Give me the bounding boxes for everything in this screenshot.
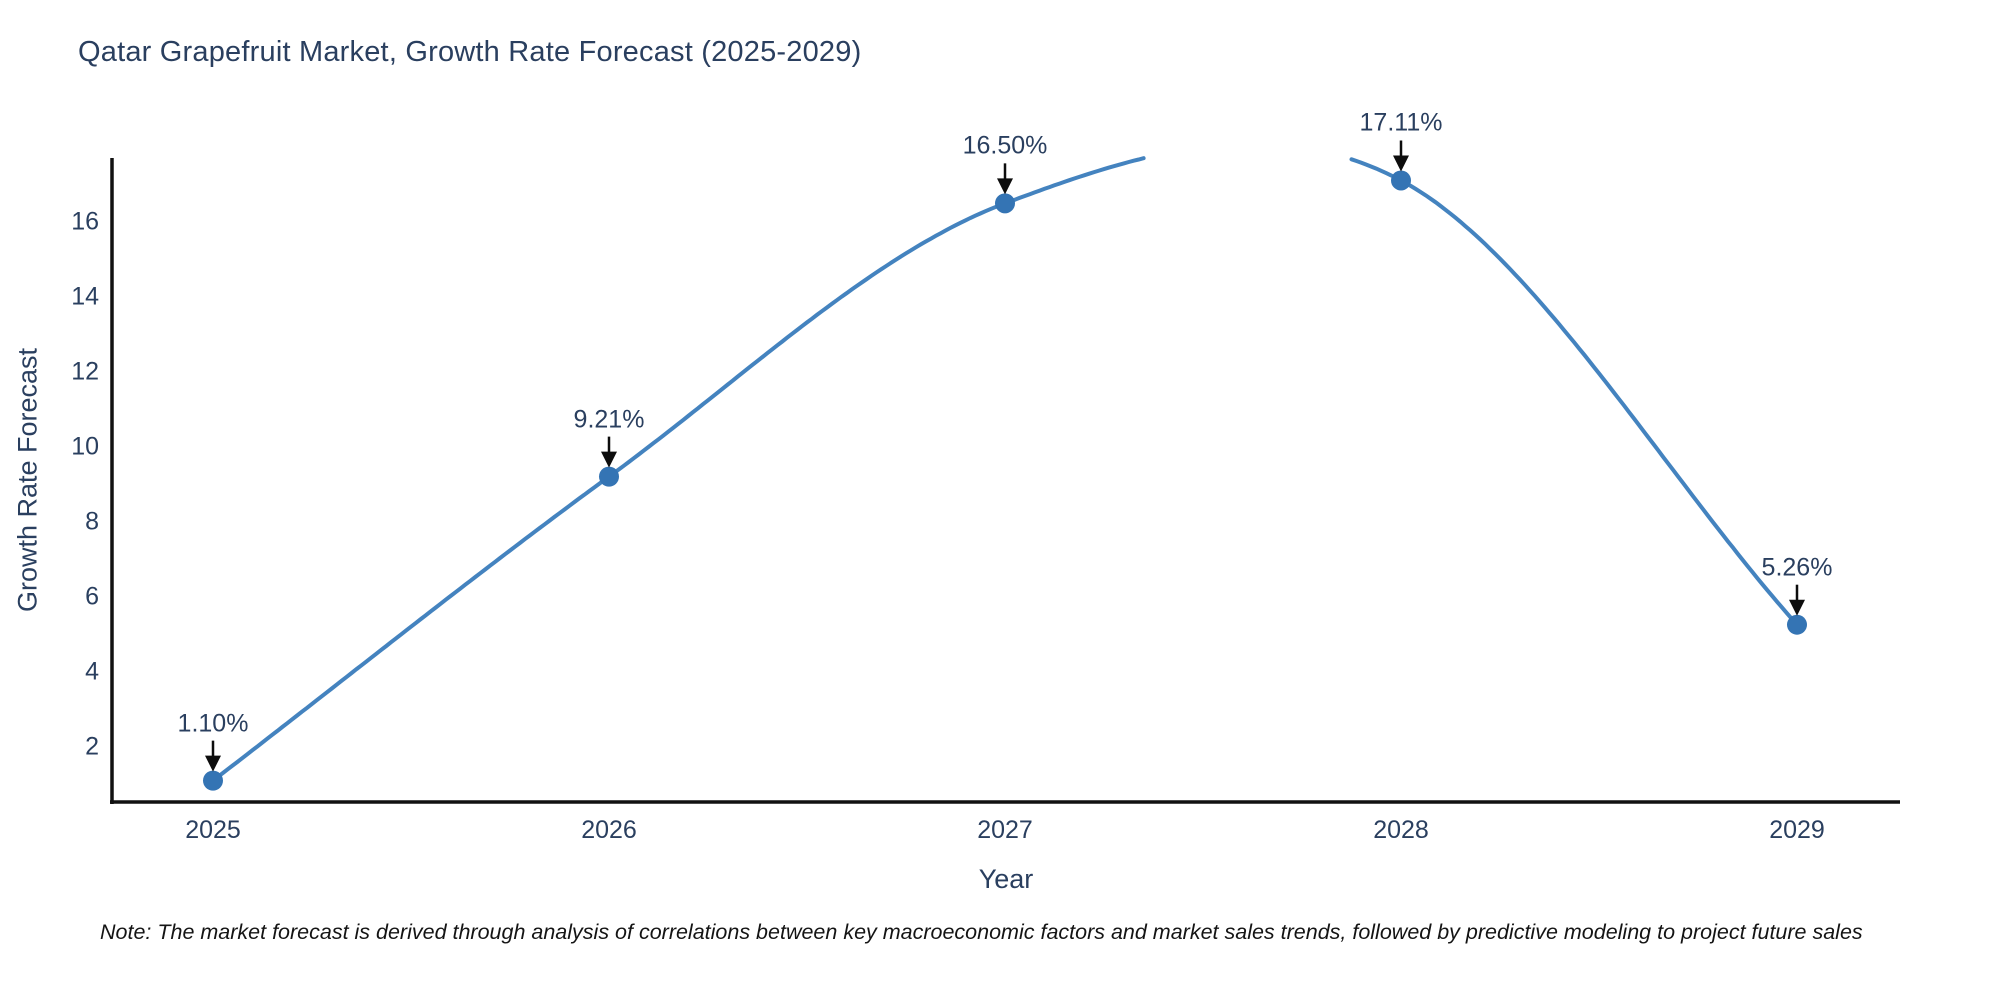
forecast-line: [211, 156, 1799, 783]
point-label-2025: 1.10%: [177, 709, 249, 738]
annotation-arrow-head: [205, 755, 221, 772]
data-point-2025[interactable]: [203, 770, 223, 791]
y-tick-8: 8: [85, 507, 99, 536]
y-tick-12: 12: [71, 357, 99, 386]
data-point-2028[interactable]: [1391, 170, 1411, 191]
footnote: Note: The market forecast is derived thr…: [100, 920, 1863, 944]
y-tick-16: 16: [71, 207, 99, 236]
point-label-2027: 16.50%: [962, 131, 1048, 160]
y-tick-14: 14: [71, 282, 99, 311]
annotation-arrow-head: [1393, 155, 1409, 172]
y-tick-6: 6: [85, 582, 99, 611]
x-tick-2026: 2026: [581, 816, 637, 844]
point-label-2026: 9.21%: [573, 405, 645, 434]
data-point-2029[interactable]: [1787, 614, 1807, 635]
x-tick-2025: 2025: [185, 816, 241, 844]
x-tick-2027: 2027: [977, 816, 1033, 844]
x-tick-2028: 2028: [1373, 816, 1429, 844]
y-tick-2: 2: [85, 732, 99, 761]
data-point-2027[interactable]: [995, 193, 1015, 214]
y-tick-10: 10: [71, 432, 99, 461]
y-tick-4: 4: [85, 657, 99, 686]
annotation-arrow-head: [997, 178, 1013, 195]
point-label-2028: 17.11%: [1359, 108, 1443, 137]
point-label-2029: 5.26%: [1761, 553, 1833, 582]
chart-title: Qatar Grapefruit Market, Growth Rate For…: [78, 36, 862, 68]
x-tick-2029: 2029: [1769, 816, 1825, 844]
annotation-arrow-head: [1789, 599, 1805, 616]
data-point-2026[interactable]: [599, 466, 619, 487]
annotation-arrow-head: [601, 451, 617, 468]
x-axis-title: Year: [978, 864, 1034, 894]
